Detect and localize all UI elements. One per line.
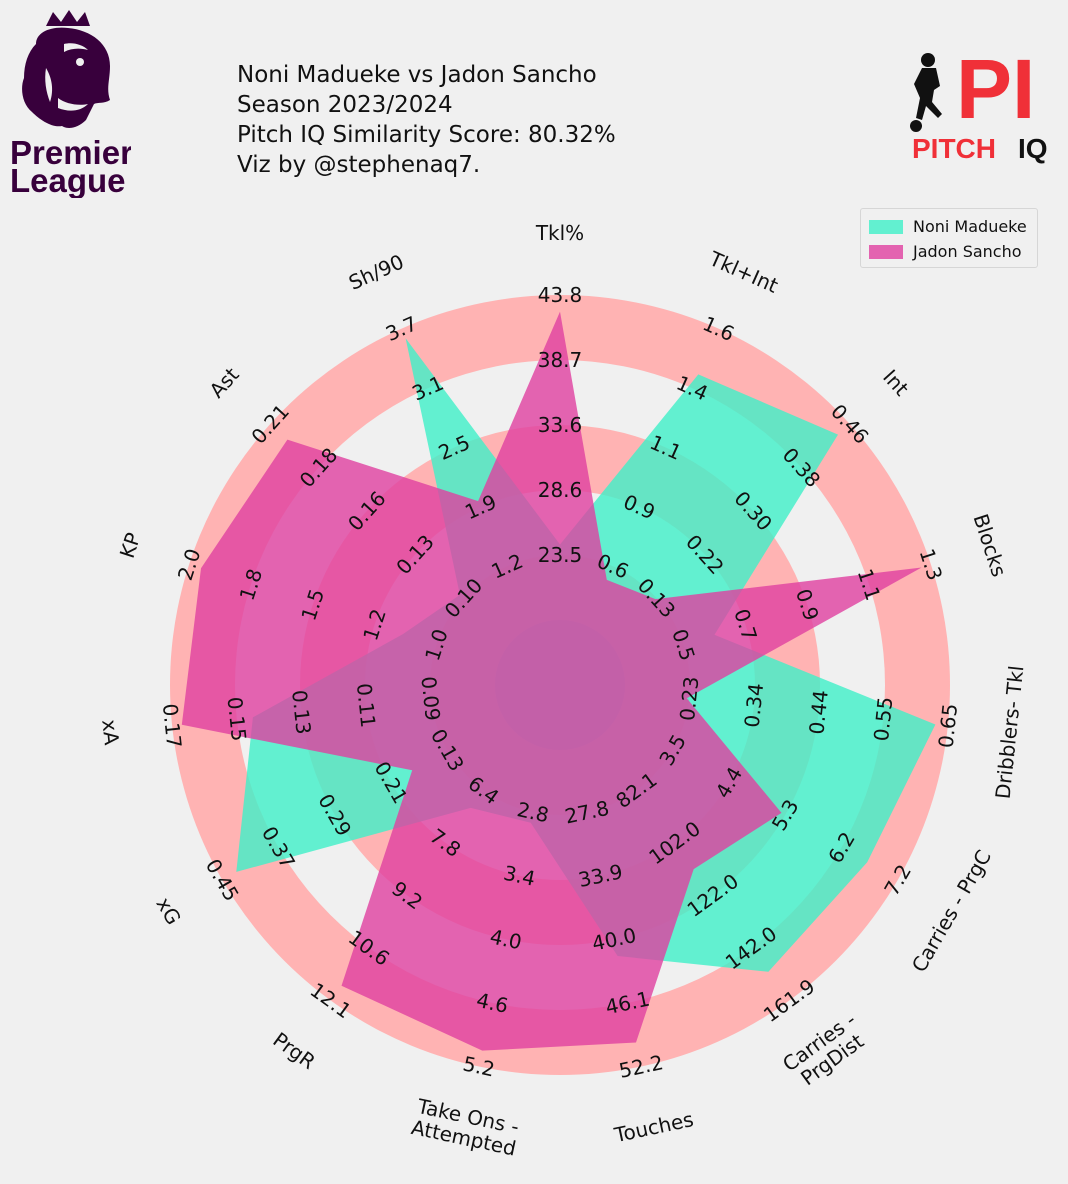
pitch-iq-word-pitch: PITCH: [912, 133, 996, 164]
tick-label-p4-1: 0.23: [675, 675, 704, 722]
tick-label-p11-2: 0.11: [352, 682, 381, 729]
title-similarity-score: Pitch IQ Similarity Score: 80.32%: [237, 122, 616, 148]
axis-label-11-line-0: xA: [97, 718, 124, 746]
pl-logo-word-league: League: [10, 162, 126, 198]
axis-label-0: Tkl%: [535, 221, 584, 245]
pitch-iq-player-icon: PI PITCH IQ: [910, 42, 1048, 164]
title-block: Noni Madueke vs Jadon Sancho Season 2023…: [237, 60, 616, 180]
premier-league-logo: Premier League: [6, 8, 133, 202]
legend-swatch-player-1: [869, 219, 903, 234]
axis-label-5: Carries - PrgC: [907, 846, 996, 976]
tick-label-p11-3: 0.13: [287, 689, 316, 736]
axis-label-14-line-0: Sh/90: [345, 249, 407, 294]
axis-label-2-line-0: Int: [878, 365, 914, 401]
tick-label-p0-3: 33.6: [538, 413, 583, 437]
radar-polygons: [181, 311, 936, 1051]
tick-label-p0-5: 43.8: [538, 283, 583, 307]
axis-label-8: Take Ons -Attempted: [409, 1094, 523, 1161]
title-season: Season 2023/2024: [237, 92, 453, 118]
tick-label-p0-1: 23.5: [538, 543, 583, 567]
tick-label-p4-2: 0.34: [740, 682, 769, 729]
tick-label-p8-5: 5.2: [461, 1051, 497, 1081]
axis-label-5-line-0: Carries - PrgC: [907, 846, 996, 976]
legend-item-player-1: Noni Madueke: [869, 214, 1037, 239]
axis-label-4: Dribblers- Tkl: [991, 664, 1029, 800]
legend-item-player-2: Jadon Sancho: [869, 239, 1037, 264]
axis-label-4-line-0: Dribblers- Tkl: [991, 664, 1029, 800]
tick-label-p4-3: 0.44: [804, 689, 833, 736]
pitch-iq-logo: PI PITCH IQ: [900, 40, 1060, 174]
tick-label-p4-5: 0.65: [934, 702, 963, 749]
premier-league-lion-icon: Premier League: [10, 10, 133, 199]
axis-label-12: KP: [115, 530, 146, 561]
tick-label-p11-4: 0.15: [223, 696, 252, 743]
axis-label-9: PrgR: [269, 1027, 321, 1074]
radar-polygon-player-2: [181, 311, 922, 1051]
axis-label-3: Blocks: [969, 511, 1012, 580]
axis-label-1-line-0: Tkl+Int: [705, 246, 782, 298]
axis-label-11: xA: [97, 718, 124, 746]
axis-label-1: Tkl+Int: [705, 246, 782, 298]
axis-label-10-line-0: xG: [151, 893, 185, 929]
axis-label-13-line-0: Ast: [204, 363, 243, 403]
legend: Noni Madueke Jadon Sancho: [860, 208, 1038, 268]
axis-label-2: Int: [878, 365, 914, 401]
legend-label-player-2: Jadon Sancho: [913, 242, 1022, 261]
tick-label-p11-1: 0.09: [416, 675, 445, 722]
pl-logo-word-premier: Premier: [10, 134, 131, 171]
title-credit: Viz by @stephenaq7.: [237, 152, 481, 178]
axis-label-0-line-0: Tkl%: [535, 221, 584, 245]
axis-label-9-line-0: PrgR: [269, 1027, 321, 1074]
axis-label-12-line-0: KP: [115, 530, 146, 561]
axis-label-13: Ast: [204, 363, 243, 403]
tick-label-p0-2: 28.6: [538, 478, 583, 502]
axis-label-10: xG: [151, 893, 185, 929]
axis-label-14: Sh/90: [345, 249, 407, 294]
axis-label-6: Carries -PrgDist: [778, 1007, 873, 1094]
pitch-iq-mark: PI: [956, 42, 1035, 136]
axis-label-3-line-0: Blocks: [969, 511, 1012, 580]
axis-label-7-line-0: Touches: [611, 1107, 695, 1147]
tick-label-p0-4: 38.7: [538, 348, 583, 372]
tick-label-p11-5: 0.17: [158, 702, 187, 749]
legend-swatch-player-2: [869, 244, 903, 259]
tick-label-p4-4: 0.55: [869, 696, 898, 743]
legend-label-player-1: Noni Madueke: [913, 217, 1027, 236]
axis-label-7: Touches: [611, 1107, 695, 1147]
pitch-iq-word-iq: IQ: [1018, 133, 1048, 164]
title-players: Noni Madueke vs Jadon Sancho: [237, 62, 597, 88]
